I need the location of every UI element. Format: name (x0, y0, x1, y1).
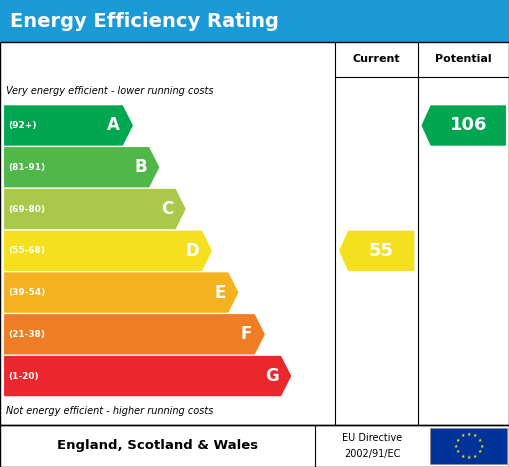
Text: EU Directive: EU Directive (342, 432, 403, 443)
Text: B: B (134, 158, 147, 176)
Text: D: D (186, 242, 200, 260)
Polygon shape (4, 106, 133, 146)
Text: England, Scotland & Wales: England, Scotland & Wales (56, 439, 258, 453)
Text: C: C (161, 200, 173, 218)
Text: (81-91): (81-91) (8, 163, 45, 172)
Polygon shape (4, 231, 212, 271)
Text: 2002/91/EC: 2002/91/EC (344, 449, 401, 460)
Text: A: A (107, 116, 120, 134)
Text: E: E (214, 283, 226, 302)
Text: F: F (241, 325, 252, 343)
Text: Potential: Potential (435, 54, 492, 64)
Text: ★: ★ (467, 432, 471, 437)
Text: Current: Current (353, 54, 401, 64)
Text: (55-68): (55-68) (8, 246, 45, 255)
Text: ★: ★ (477, 449, 482, 454)
Text: (1-20): (1-20) (8, 372, 39, 381)
Polygon shape (4, 314, 265, 354)
Text: Not energy efficient - higher running costs: Not energy efficient - higher running co… (6, 406, 213, 416)
Polygon shape (421, 106, 506, 146)
Text: ★: ★ (460, 453, 465, 459)
Text: ★: ★ (479, 444, 484, 448)
Text: ★: ★ (456, 438, 460, 443)
Text: ★: ★ (467, 455, 471, 460)
Text: (39-54): (39-54) (8, 288, 45, 297)
Bar (0, 0, 509, 42)
Bar (430, 428, 507, 464)
Polygon shape (4, 356, 291, 396)
Text: Energy Efficiency Rating: Energy Efficiency Rating (10, 12, 279, 30)
Text: 55: 55 (369, 242, 394, 260)
Bar (0, 425, 509, 467)
Text: (69-80): (69-80) (8, 205, 45, 213)
Text: ★: ★ (460, 433, 465, 439)
Bar (0, 42, 509, 425)
Text: ★: ★ (454, 444, 458, 448)
Text: G: G (265, 367, 278, 385)
Text: ★: ★ (473, 433, 477, 439)
Text: ★: ★ (477, 438, 482, 443)
Polygon shape (4, 272, 239, 313)
Text: ★: ★ (473, 453, 477, 459)
Text: (92+): (92+) (8, 121, 37, 130)
Polygon shape (4, 189, 186, 229)
Polygon shape (4, 147, 159, 187)
Bar (0, 425, 509, 467)
Text: (21-38): (21-38) (8, 330, 45, 339)
Text: Very energy efficient - lower running costs: Very energy efficient - lower running co… (6, 85, 214, 96)
Text: 106: 106 (449, 116, 487, 134)
Polygon shape (339, 231, 414, 271)
Text: ★: ★ (456, 449, 460, 454)
